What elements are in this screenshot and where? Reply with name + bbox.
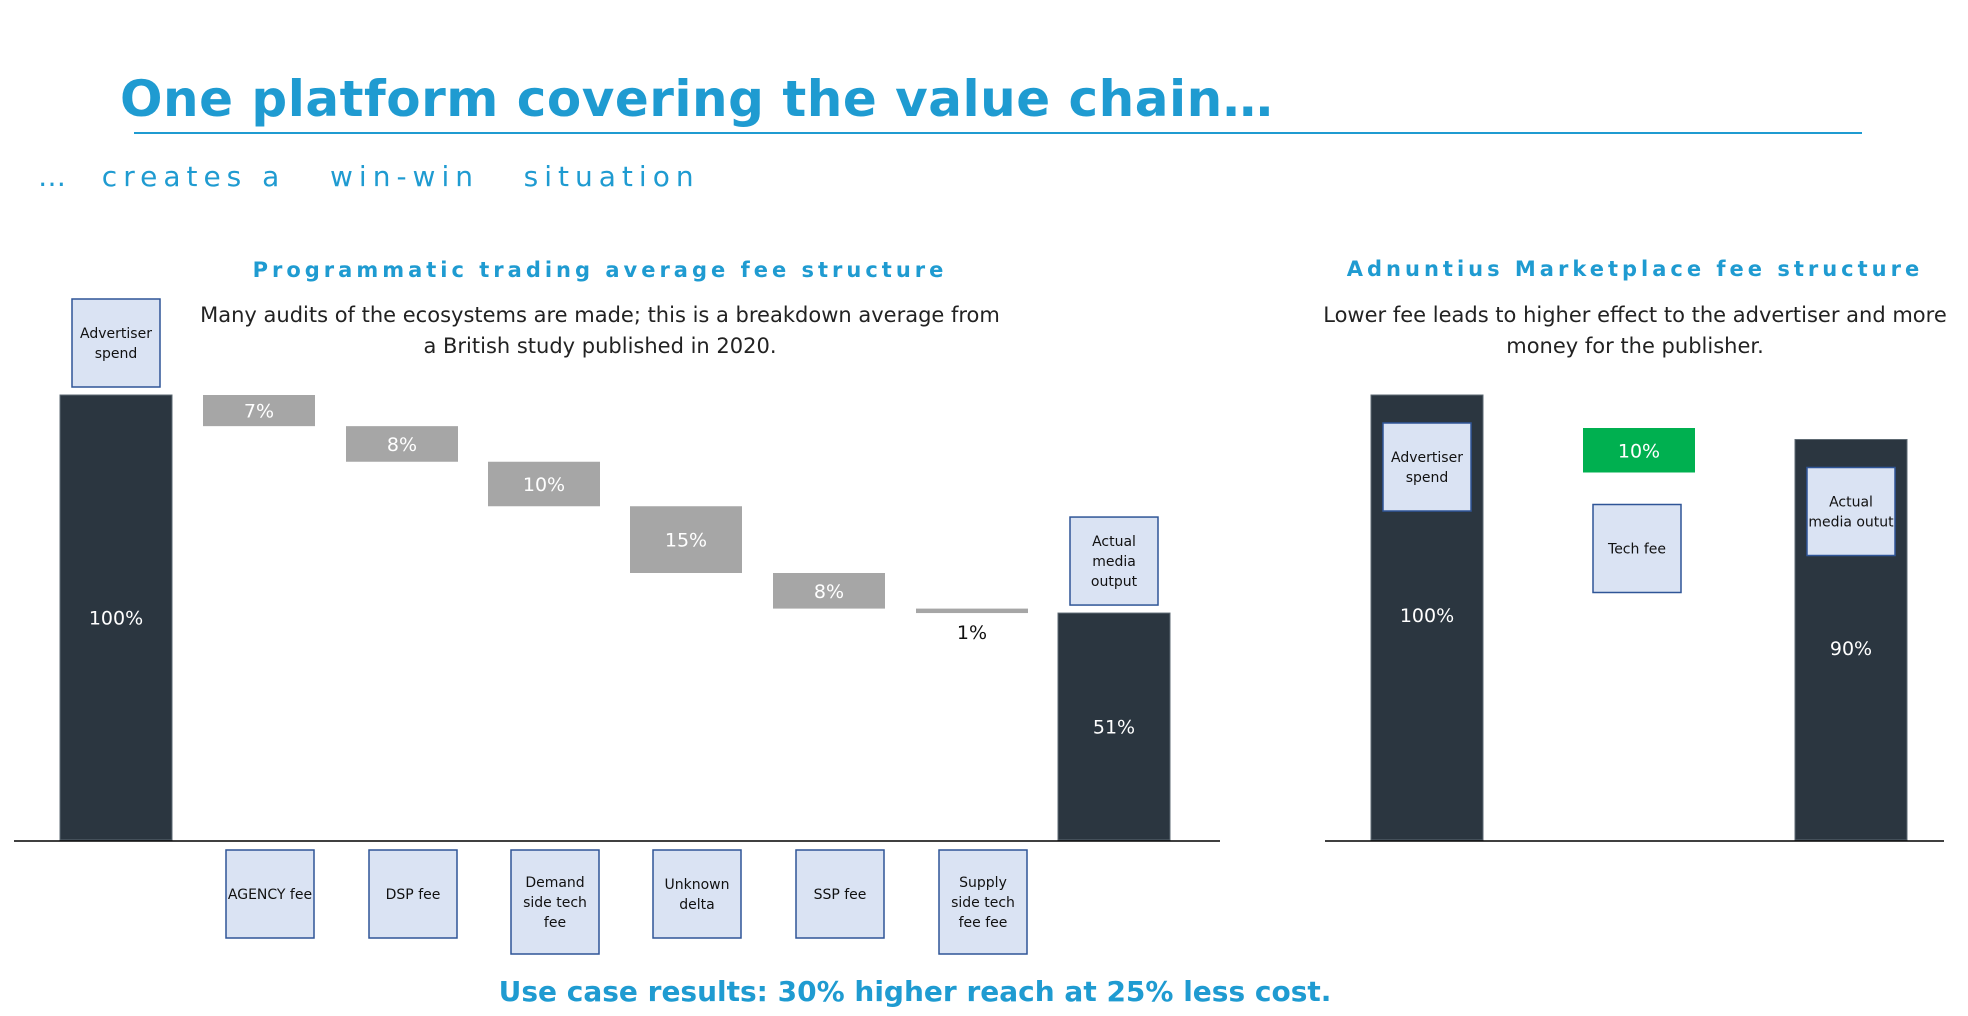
left-ssp-fee-label-text: SSP fee: [814, 887, 867, 903]
left-dsp-fee-label-box: [368, 849, 458, 939]
left-advertiser-spend-label-box: [71, 298, 161, 388]
left-actual-media-output-label-text: Actual: [1092, 534, 1136, 550]
right-chart-description: Lower fee leads to higher effect to the …: [1323, 303, 1947, 358]
left-supply-side-tech-fee-fee-label: Supply side tech fee fee: [938, 849, 1028, 955]
left-dsp-fee-label: DSP fee: [368, 849, 458, 939]
left-actual-media-output-label-text: output: [1091, 574, 1138, 590]
right-actual-media-outut-value: 90%: [1830, 638, 1872, 660]
left-dsp-fee-label-text: DSP fee: [386, 887, 441, 903]
left-chart-title: Programmatic trading average fee structu…: [252, 258, 948, 282]
left-supply-side-tech-fee-fee-label-text: fee fee: [959, 915, 1008, 931]
right-actual-media-outut-label-box: [1806, 466, 1896, 557]
left-actual-media-output-label-box: [1069, 516, 1159, 606]
left-demand-side-tech-fee-label-text: side tech: [523, 895, 587, 911]
left-demand-side-tech-fee-label-box: [510, 849, 600, 955]
left-dsp-fee-value: 8%: [387, 434, 417, 456]
left-demand-side-tech-fee-label: Demand side tech fee: [510, 849, 600, 955]
left-demand-side-tech-fee-label-text: fee: [544, 915, 566, 931]
right-actual-media-outut-label-text: Actual: [1829, 495, 1873, 511]
left-unknown-delta-label-box: [652, 849, 742, 939]
left-dsp-fee-bar: [346, 426, 458, 462]
left-demand-side-tech-fee-label-text: Demand: [525, 875, 584, 891]
left-supply-side-tech-fee-fee-label-box: [938, 849, 1028, 955]
left-demand-side-tech-fee-value: 10%: [523, 474, 565, 496]
right-tech-fee-bar: [1583, 428, 1695, 473]
left-advertiser-spend-value: 100%: [89, 608, 143, 630]
footer-result: Use case results: 30% higher reach at 25…: [498, 975, 1332, 1008]
left-supply-side-tech-fee-fee-bar: [916, 608, 1028, 614]
right-actual-media-outut-label: Actual media outut: [1806, 466, 1896, 557]
left-actual-media-output-value: 51%: [1093, 717, 1135, 739]
left-ssp-fee-label-box: [795, 849, 885, 939]
left-unknown-delta-bar: [630, 506, 742, 573]
right-advertiser-spend-value: 100%: [1400, 605, 1454, 627]
left-ssp-fee-label: SSP fee: [795, 849, 885, 939]
left-actual-media-output-bar: [1057, 612, 1171, 841]
left-advertiser-spend-label: Advertiser spend: [71, 298, 161, 388]
right-advertiser-spend-label-box: [1382, 422, 1472, 512]
left-agency-fee-bar: [203, 395, 315, 427]
left-chart-description: Many audits of the ecosystems are made; …: [200, 303, 1000, 358]
right-tech-fee-label-text: Tech fee: [1607, 542, 1666, 558]
right-tech-fee-value: 10%: [1618, 440, 1660, 462]
left-agency-fee-value: 7%: [244, 401, 274, 423]
right-chart-title: Adnuntius Marketplace fee structure: [1346, 257, 1924, 281]
right-advertiser-spend-label-text: Advertiser: [1391, 450, 1463, 466]
title-underline: [134, 132, 1862, 134]
right-advertiser-spend-label-text: spend: [1406, 470, 1449, 486]
right-tech-fee-label: Tech fee: [1592, 503, 1682, 594]
left-agency-fee-label: AGENCY fee: [225, 849, 315, 939]
left-unknown-delta-label: Unknown delta: [652, 849, 742, 939]
left-agency-fee-label-box: [225, 849, 315, 939]
left-advertiser-spend-label-text: Advertiser: [80, 326, 152, 342]
left-ssp-fee-value: 8%: [814, 581, 844, 603]
right-advertiser-spend-label: Advertiser spend: [1382, 422, 1472, 512]
right-tech-fee-label-box: [1592, 503, 1682, 594]
right-actual-media-outut-label-text: media outut: [1808, 515, 1894, 531]
slide-title: One platform covering the value chain…: [120, 70, 1274, 128]
left-agency-fee-label-text: AGENCY fee: [228, 887, 312, 903]
left-advertiser-spend-label-text: spend: [95, 346, 138, 362]
left-actual-media-output-label: Actual media output: [1069, 516, 1159, 606]
left-unknown-delta-value: 15%: [665, 530, 707, 552]
left-supply-side-tech-fee-fee-label-text: Supply: [959, 875, 1007, 891]
left-advertiser-spend-bar: [59, 394, 173, 841]
left-unknown-delta-label-text: Unknown: [665, 877, 730, 893]
left-demand-side-tech-fee-bar: [488, 461, 600, 507]
left-supply-side-tech-fee-fee-label-text: side tech: [951, 895, 1015, 911]
left-actual-media-output-label-text: media: [1092, 554, 1136, 570]
left-supply-side-tech-fee-fee-value: 1%: [957, 622, 987, 644]
left-ssp-fee-bar: [773, 573, 885, 609]
slide-subtitle: … creates a win-win situation: [38, 160, 700, 193]
left-unknown-delta-label-text: delta: [679, 897, 714, 913]
